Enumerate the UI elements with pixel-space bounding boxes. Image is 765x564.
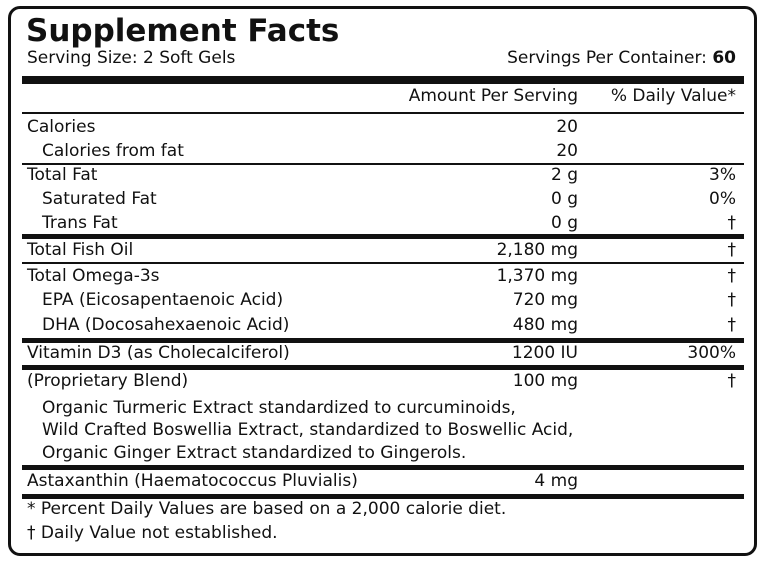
rule <box>22 163 744 165</box>
column-header: Amount Per Serving <box>408 86 578 106</box>
servings-per-container: Servings Per Container: 60 <box>507 47 736 69</box>
row-amount: 20 <box>556 117 578 137</box>
row-label: Vitamin D3 (as Cholecalciferol) <box>27 343 290 363</box>
row-dv: † <box>727 371 737 391</box>
row-amount: 480 mg <box>512 315 578 335</box>
row-label: Calories <box>27 117 96 137</box>
row-label: Trans Fat <box>42 213 118 233</box>
row-label: DHA (Docosahexaenoic Acid) <box>42 315 290 335</box>
servings-value: 60 <box>712 48 736 68</box>
rule <box>22 465 744 470</box>
row-amount: 0 g <box>550 213 578 233</box>
servings-label: Servings Per Container: <box>507 48 707 68</box>
row-dv: † <box>727 213 737 233</box>
row-amount: 0 g <box>550 189 578 209</box>
row-dv: † <box>727 290 737 310</box>
label-frame <box>8 6 757 556</box>
title: Supplement Facts <box>26 13 340 49</box>
row-label: Calories from fat <box>42 141 184 161</box>
blend-line: Wild Crafted Boswellia Extract, standard… <box>42 420 574 440</box>
column-header: % Daily Value* <box>610 86 736 106</box>
row-label: Saturated Fat <box>42 189 157 209</box>
row-amount: 20 <box>556 141 578 161</box>
row-label: Astaxanthin (Haematococcus Pluvialis) <box>27 471 358 491</box>
row-label: Total Fat <box>27 165 98 185</box>
footnote: † Daily Value not established. <box>27 523 278 543</box>
row-amount: 2 g <box>550 165 578 185</box>
row-dv: † <box>727 266 737 286</box>
rule <box>22 112 744 114</box>
blend-line: Organic Turmeric Extract standardized to… <box>42 398 516 418</box>
row-label: (Proprietary Blend) <box>27 371 189 391</box>
footnote: * Percent Daily Values are based on a 2,… <box>27 499 507 519</box>
row-dv: 3% <box>709 165 736 185</box>
row-label: Total Omega-3s <box>27 266 160 286</box>
row-amount: 4 mg <box>534 471 578 491</box>
row-amount: 1200 IU <box>511 343 578 363</box>
rule <box>22 262 744 264</box>
rule <box>22 494 744 499</box>
row-dv: † <box>727 240 737 260</box>
row-dv: 300% <box>687 343 736 363</box>
rule <box>22 365 744 370</box>
row-amount: 2,180 mg <box>496 240 578 260</box>
row-label: EPA (Eicosapentaenoic Acid) <box>42 290 284 310</box>
row-amount: 100 mg <box>512 371 578 391</box>
row-dv: † <box>727 315 737 335</box>
blend-line: Organic Ginger Extract standardized to G… <box>42 443 467 463</box>
rule <box>22 338 744 343</box>
row-label: Total Fish Oil <box>27 240 134 260</box>
serving-size: Serving Size: 2 Soft Gels <box>27 48 236 68</box>
row-amount: 720 mg <box>512 290 578 310</box>
rule <box>22 234 744 239</box>
row-dv: 0% <box>709 189 736 209</box>
row-amount: 1,370 mg <box>496 266 578 286</box>
rule <box>22 76 744 84</box>
